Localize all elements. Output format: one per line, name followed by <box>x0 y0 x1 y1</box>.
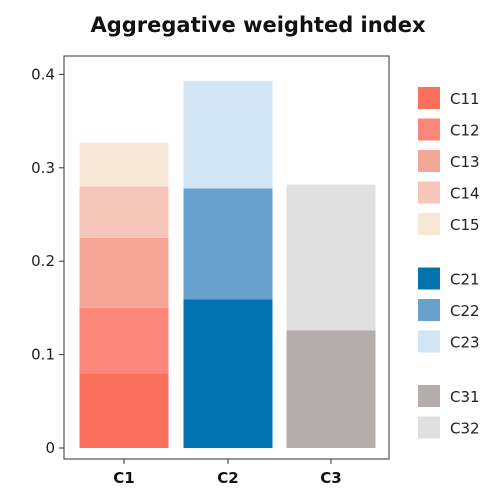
legend-swatch-c31 <box>418 385 440 407</box>
legend-label-c22: C22 <box>450 302 480 320</box>
bar-segment-c3-c31 <box>286 330 376 448</box>
legend-label-c11: C11 <box>450 90 480 108</box>
legend-swatch-c14 <box>418 181 440 204</box>
chart-title: Aggregative weighted index <box>90 13 425 37</box>
legend-label-c13: C13 <box>450 153 480 171</box>
legend-swatch-c23 <box>418 330 440 353</box>
bar-segment-c2-c22 <box>183 188 273 300</box>
legend-label-c31: C31 <box>450 388 480 406</box>
legend-label-c32: C32 <box>450 420 480 438</box>
bars <box>79 80 376 448</box>
legend-label-c12: C12 <box>450 122 480 140</box>
x-tick-label: C3 <box>320 469 341 487</box>
legend-label-c23: C23 <box>450 334 480 352</box>
legend-swatch-c32 <box>418 416 440 439</box>
bar-segment-c1-c13 <box>79 237 169 308</box>
legend-label-c15: C15 <box>450 216 480 234</box>
bar-segment-c1-c14 <box>79 186 169 238</box>
x-axis: C1 C2 C3 <box>113 459 342 487</box>
legend: C11 C12 C13 C14 C15 C21 C22 C23 C31 C32 <box>418 87 480 439</box>
bar-segment-c1-c11 <box>79 373 169 448</box>
y-tick-label: 0 <box>45 439 55 457</box>
bar-segment-c3-c32 <box>286 184 376 331</box>
x-tick-label: C1 <box>113 469 134 487</box>
legend-swatch-c21 <box>418 267 440 290</box>
y-tick-label: 0.1 <box>31 346 55 364</box>
x-tick-label: C2 <box>217 469 238 487</box>
plot-frame <box>63 55 390 460</box>
bar-segment-c2-c23 <box>183 80 273 189</box>
bar-segment-c1-c15 <box>79 142 169 187</box>
legend-swatch-c12 <box>418 118 440 141</box>
legend-swatch-c15 <box>418 213 440 235</box>
y-tick-label: 0.3 <box>31 159 55 177</box>
legend-swatch-c13 <box>418 150 440 172</box>
bar-segment-c2-c21 <box>183 299 273 448</box>
legend-swatch-c22 <box>418 299 440 321</box>
y-tick-label: 0.4 <box>31 65 55 83</box>
legend-swatch-c11 <box>418 87 440 109</box>
y-tick-label: 0.2 <box>31 252 55 270</box>
legend-label-c14: C14 <box>450 185 480 203</box>
y-axis: 0 0.1 0.2 0.3 0.4 <box>31 65 64 457</box>
legend-label-c21: C21 <box>450 271 480 289</box>
bar-segment-c1-c12 <box>79 307 169 374</box>
